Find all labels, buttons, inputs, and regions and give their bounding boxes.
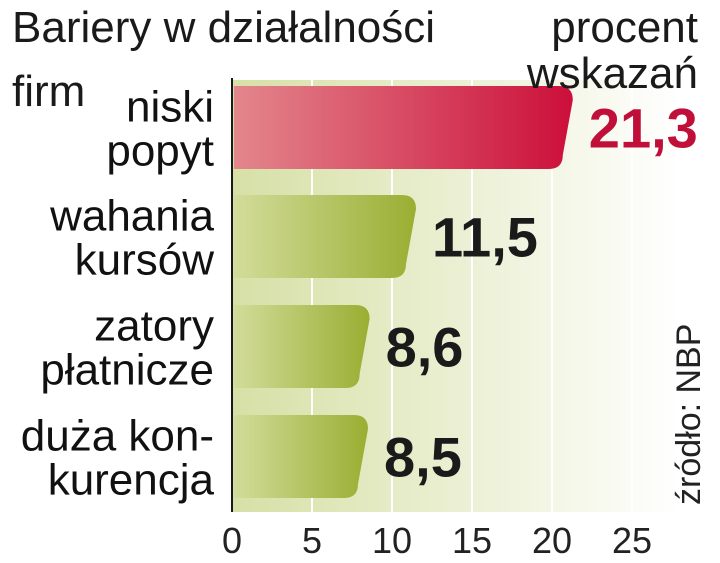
category-label-3-line-1: zatory: [94, 302, 214, 351]
value-label-3: 8,6: [386, 316, 464, 379]
unit-label-line-2: wskazań: [526, 49, 698, 98]
x-tick-label-25: 25: [612, 520, 652, 561]
x-tick-label-10: 10: [372, 520, 412, 561]
bars: [234, 86, 573, 498]
x-tick-label-15: 15: [452, 520, 492, 561]
category-label-2-line-1: wahania: [49, 192, 214, 241]
category-label-4-line-2: kurencja: [48, 456, 215, 505]
chart-title: Bariery w działalności firm: [12, 3, 435, 116]
bar-1: [234, 86, 573, 169]
category-label-4-line-1: duża kon-: [21, 412, 214, 461]
chart-title-line-2: firm: [12, 67, 85, 116]
x-tick-label-0: 0: [222, 520, 242, 561]
chart-title-line-1: Bariery w działalności: [12, 3, 435, 52]
category-label-2-line-2: kursów: [75, 236, 215, 285]
x-tick-label-20: 20: [532, 520, 572, 561]
x-tick-labels: 0 5 10 15 20 25: [222, 520, 652, 561]
category-label-1-line-1: niski: [126, 83, 214, 132]
bar-3: [234, 305, 370, 388]
category-label-3-line-2: płatnicze: [40, 346, 214, 395]
value-label-4: 8,5: [384, 426, 462, 489]
value-labels: 21,3 11,5 8,6 8,5: [384, 97, 698, 489]
unit-label-line-1: procent: [551, 3, 698, 52]
bar-4: [234, 415, 368, 498]
x-tick-label-5: 5: [302, 520, 322, 561]
unit-label: procent wskazań: [526, 3, 698, 98]
value-label-1: 21,3: [589, 97, 698, 160]
value-label-2: 11,5: [432, 206, 538, 269]
source-label: źródło: NBP: [670, 324, 708, 505]
category-label-1-line-2: popyt: [106, 127, 214, 176]
bar-2: [234, 195, 416, 278]
